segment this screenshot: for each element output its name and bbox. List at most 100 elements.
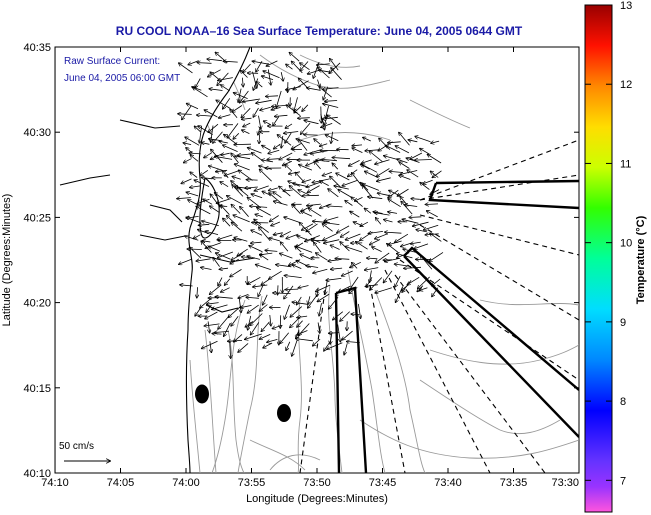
- current-vector: [298, 118, 310, 119]
- current-vector: [256, 99, 272, 103]
- current-vector: [365, 285, 378, 287]
- current-vector: [370, 239, 381, 245]
- colorbar-tick-label: 7: [620, 475, 626, 487]
- current-vector: [317, 293, 330, 302]
- current-vector: [215, 156, 233, 160]
- current-vector: [285, 165, 293, 172]
- current-vector: [259, 134, 260, 143]
- current-vector: [395, 146, 410, 154]
- current-vector: [407, 170, 419, 178]
- current-vector: [362, 159, 372, 163]
- current-vector: [365, 171, 379, 179]
- current-vector: [210, 284, 222, 295]
- y-axis-label: Latitude (Degrees:Minutes): [1, 194, 13, 327]
- current-vector: [253, 107, 259, 117]
- current-vector: [297, 316, 308, 318]
- current-vector: [280, 253, 293, 259]
- radar-sector-lines: [299, 139, 579, 473]
- current-vector: [345, 201, 353, 206]
- current-vector: [385, 258, 400, 261]
- current-vector: [251, 242, 262, 243]
- current-vector: [196, 206, 211, 215]
- current-vector: [267, 339, 278, 342]
- colorbar: [584, 4, 613, 513]
- current-vector: [269, 187, 278, 191]
- current-vector: [220, 182, 229, 188]
- current-vector: [279, 152, 293, 160]
- current-vector: [325, 135, 339, 142]
- current-vector: [324, 340, 332, 351]
- current-vector: [337, 324, 341, 341]
- current-vector: [256, 82, 263, 88]
- current-vector: [258, 285, 264, 297]
- current-vector: [262, 76, 274, 80]
- current-vector: [304, 135, 318, 136]
- current-vector: [251, 194, 263, 199]
- current-vector: [326, 278, 342, 280]
- current-vector: [223, 171, 229, 179]
- current-vector: [190, 247, 202, 259]
- current-vector: [300, 254, 313, 261]
- current-vector: [238, 154, 253, 156]
- current-vector: [207, 303, 219, 305]
- current-vector: [284, 276, 302, 278]
- current-vector: [242, 77, 243, 87]
- current-vector: [284, 217, 300, 223]
- current-vector: [253, 285, 268, 287]
- colorbar-label: Temperature (°C): [635, 215, 647, 304]
- current-vector: [273, 233, 283, 235]
- current-vector: [209, 166, 223, 171]
- current-vector: [388, 189, 399, 198]
- current-vector: [263, 71, 280, 79]
- current-vector: [280, 332, 290, 344]
- x-tick-label: 74:00: [172, 477, 200, 489]
- current-vector: [201, 178, 213, 179]
- current-vector: [204, 152, 212, 158]
- current-vector: [202, 221, 219, 227]
- current-vector: [314, 161, 321, 170]
- current-vector: [420, 287, 428, 291]
- current-vector: [363, 137, 371, 142]
- current-vector: [345, 247, 363, 253]
- current-vector: [281, 135, 283, 148]
- current-vector: [387, 244, 399, 254]
- current-vector: [195, 78, 201, 88]
- current-vector: [224, 322, 231, 336]
- current-vector: [383, 270, 393, 283]
- current-vector: [341, 231, 350, 238]
- current-vector: [265, 250, 278, 251]
- current-vector: [388, 199, 401, 208]
- current-vector: [247, 304, 259, 313]
- current-vector: [212, 304, 228, 310]
- current-vector: [367, 258, 378, 259]
- x-tick-label: 73:50: [303, 477, 331, 489]
- current-vector: [210, 206, 220, 214]
- current-vector: [331, 68, 342, 80]
- current-vector: [430, 171, 439, 178]
- current-vector: [227, 123, 239, 137]
- current-vector: [261, 321, 270, 332]
- current-vector: [227, 216, 238, 227]
- current-vector: [323, 233, 338, 240]
- current-vector: [246, 297, 259, 298]
- current-vector: [333, 311, 344, 320]
- current-vector: [388, 142, 401, 143]
- colorbar-tick-label: 11: [620, 158, 631, 170]
- current-vector: [432, 170, 442, 178]
- current-vector: [327, 115, 341, 125]
- current-vector: [186, 217, 202, 224]
- current-vector: [351, 197, 363, 207]
- current-vector: [250, 313, 263, 326]
- current-vector: [266, 60, 278, 66]
- current-vector: [319, 87, 332, 98]
- current-vector: [326, 206, 343, 207]
- current-vector: [223, 145, 238, 152]
- current-vector: [216, 100, 231, 109]
- current-vector: [316, 253, 328, 261]
- current-vector: [425, 204, 439, 205]
- current-vector: [200, 169, 209, 175]
- current-vector: [279, 186, 291, 197]
- current-vector: [198, 126, 213, 136]
- x-axis-label: Longitude (Degrees:Minutes): [246, 493, 388, 505]
- current-vector: [401, 201, 413, 215]
